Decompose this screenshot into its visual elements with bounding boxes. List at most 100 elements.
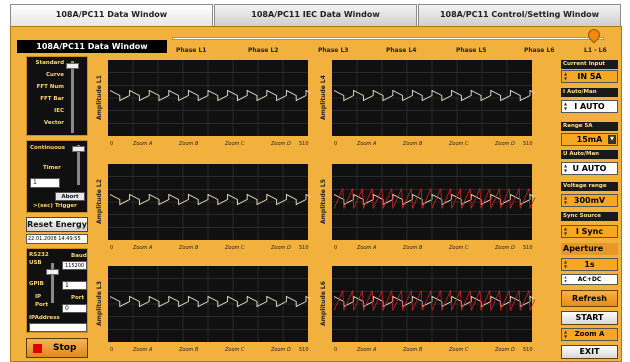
start-button[interactable]: START — [561, 311, 618, 325]
zoom-marker-label[interactable]: Zoom D — [494, 141, 515, 147]
voltage-range-select[interactable]: ▲ ▼ 300mV — [561, 194, 618, 207]
zoom-marker-label[interactable]: Zoom C — [224, 245, 245, 251]
current-input-select[interactable]: ▲ ▼ IN 5A — [561, 70, 618, 83]
zoom-marker-label[interactable]: Zoom D — [494, 347, 515, 353]
voltage-trace — [109, 89, 311, 102]
acquisition-panel: Continuous Timer 1 Abort >(sec) Trigger — [26, 140, 88, 213]
chevron-down-icon[interactable]: ▼ — [608, 135, 616, 144]
spinner-icon[interactable]: ▲ ▼ — [563, 71, 568, 81]
mode-curve[interactable]: Curve — [46, 72, 64, 78]
range-select[interactable]: 15mA ▼ — [561, 133, 618, 146]
x-axis-end: 510 — [299, 245, 309, 251]
mode-standard[interactable]: Standard — [35, 60, 64, 66]
spinner-icon[interactable]: ▲ ▼ — [563, 259, 568, 269]
amplitude-axis-label: Amplitude L5 — [320, 179, 327, 224]
spinner-icon[interactable]: ▲ ▼ — [563, 195, 568, 205]
mode-slider-track[interactable] — [71, 61, 74, 133]
current-trace — [333, 188, 535, 209]
zoom-marker-label[interactable]: Zoom D — [270, 245, 291, 251]
zoom-marker-label[interactable]: Zoom A — [356, 141, 377, 147]
mode-fft-num[interactable]: FFT Num — [36, 84, 64, 90]
timer-slider-track[interactable] — [77, 145, 80, 185]
zoom-marker-label[interactable]: Zoom B — [402, 347, 423, 353]
waveform-chart-1: Amplitude L1 0 Zoom A Zoom B Zoom C Zoom D 510 — [93, 56, 311, 150]
x-axis-end: 510 — [523, 245, 533, 251]
zoom-marker-label[interactable]: Zoom A — [132, 141, 153, 147]
x-axis-start: 0 — [334, 141, 337, 147]
mode-iec[interactable]: IEC — [54, 108, 64, 114]
spinner-icon[interactable]: ▲ ▼ — [563, 101, 568, 111]
waveform-chart-5: Amplitude L3 0 Zoom A Zoom B Zoom C Zoom D 510 — [93, 262, 311, 356]
zoom-marker-label[interactable]: Zoom C — [448, 245, 469, 251]
i-mode-label: I Auto/Man — [561, 88, 618, 97]
zoom-marker-label[interactable]: Zoom D — [270, 141, 291, 147]
waveform-plot: Amplitude L4 0 Zoom A Zoom B Zoom C Zoom D 510 — [320, 60, 535, 147]
aperture-label: Aperture — [561, 243, 618, 255]
phase-label-l3: Phase L3 — [318, 47, 349, 54]
zoom-marker-label[interactable]: Zoom C — [448, 347, 469, 353]
zoom-marker-label[interactable]: Zoom C — [224, 141, 245, 147]
port-input[interactable]: 0 — [62, 304, 87, 313]
continuous-label: Continuous — [30, 145, 66, 151]
zoom-select[interactable]: ▲ ▼ Zoom A — [561, 328, 618, 341]
spinner-icon[interactable]: ▲ ▼ — [564, 275, 567, 283]
tab-iec-data-window[interactable]: 108A/PC11 IEC Data Window — [214, 4, 417, 26]
zoom-marker-label[interactable]: Zoom A — [132, 245, 153, 251]
voltage-range-value: 300mV — [573, 196, 606, 205]
x-axis-start: 0 — [334, 347, 337, 353]
spinner-icon[interactable]: ▲ ▼ — [563, 329, 568, 339]
zoom-marker-label[interactable]: Zoom C — [448, 141, 469, 147]
zoom-marker-label[interactable]: Zoom C — [224, 347, 245, 353]
refresh-button[interactable]: Refresh — [561, 290, 618, 307]
zoom-marker-label[interactable]: Zoom A — [132, 347, 153, 353]
phase-slider-track[interactable] — [172, 37, 604, 40]
mode-fft-bar[interactable]: FFT Bar — [40, 96, 64, 102]
voltage-trace — [109, 295, 311, 308]
ip-address-label: IPAddress — [29, 315, 60, 321]
range-label: Range 5A — [561, 122, 618, 131]
port-label: Port — [71, 295, 85, 301]
aperture-select[interactable]: ▲ ▼ 1s — [561, 258, 618, 271]
tab-data-window[interactable]: 108A/PC11 Data Window — [10, 4, 213, 26]
mode-vector[interactable]: Vector — [43, 120, 64, 126]
waveform-chart-2: Amplitude L4 0 Zoom A Zoom B Zoom C Zoom D 510 — [317, 56, 535, 150]
gpib-port-input[interactable]: 1 — [62, 281, 87, 290]
zoom-marker-label[interactable]: Zoom B — [402, 141, 423, 147]
ip-address-input[interactable] — [29, 323, 87, 332]
trigger-label: >(sec) Trigger — [33, 203, 77, 209]
mode-slider-thumb[interactable] — [66, 63, 79, 69]
interface-slider-thumb[interactable] — [46, 269, 59, 275]
x-axis-start: 0 — [110, 245, 113, 251]
zoom-marker-label[interactable]: Zoom B — [178, 141, 199, 147]
amplitude-axis-label: Amplitude L2 — [96, 179, 103, 224]
timer-input[interactable]: 1 — [30, 178, 60, 188]
sync-source-select[interactable]: ▲ ▼ I Sync — [561, 225, 618, 238]
exit-button[interactable]: EXIT — [561, 345, 618, 359]
voltage-range-label: Voltage range — [561, 182, 618, 191]
ip-port-label: Port — [35, 302, 49, 308]
i-mode-select[interactable]: ▲ ▼ I AUTO — [561, 100, 618, 113]
u-mode-select[interactable]: ▲ ▼ U AUTO — [561, 162, 618, 175]
x-axis-end: 510 — [523, 347, 533, 353]
zoom-marker-label[interactable]: Zoom B — [178, 245, 199, 251]
coupling-select[interactable]: ▲ ▼ AC+DC — [561, 274, 618, 285]
zoom-marker-label[interactable]: Zoom D — [494, 245, 515, 251]
zoom-marker-label[interactable]: Zoom B — [402, 245, 423, 251]
stop-button[interactable]: Stop — [26, 338, 88, 358]
zoom-marker-label[interactable]: Zoom B — [178, 347, 199, 353]
zoom-marker-label[interactable]: Zoom A — [356, 347, 377, 353]
sync-source-value: I Sync — [575, 227, 604, 236]
zoom-marker-label[interactable]: Zoom D — [270, 347, 291, 353]
waveform-plot: Amplitude L3 0 Zoom A Zoom B Zoom C Zoom D 510 — [96, 266, 311, 353]
abort-button[interactable]: Abort — [55, 192, 85, 201]
reset-energy-button[interactable]: Reset Energy — [26, 217, 88, 232]
u-mode-label: U Auto/Man — [561, 150, 618, 159]
zoom-marker-label[interactable]: Zoom A — [356, 245, 377, 251]
tab-control-setting-window[interactable]: 108A/PC11 Control/Setting Window — [418, 4, 621, 26]
interface-slider-track[interactable] — [51, 263, 54, 303]
baud-input[interactable]: 115200 — [62, 261, 87, 270]
spinner-icon[interactable]: ▲ ▼ — [563, 226, 568, 236]
spinner-icon[interactable]: ▲ ▼ — [563, 163, 568, 173]
voltage-trace — [109, 193, 311, 206]
timer-slider-thumb[interactable] — [72, 146, 85, 152]
